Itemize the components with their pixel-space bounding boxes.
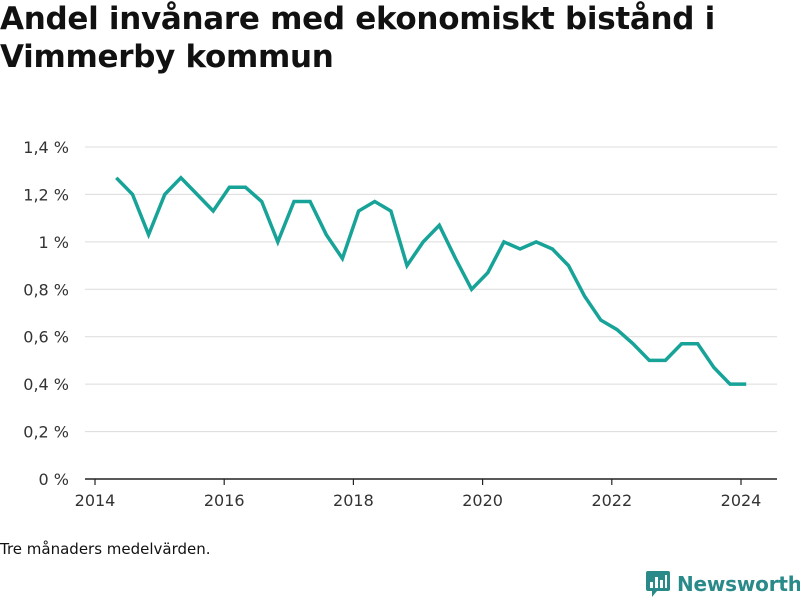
x-tick-label: 2024 (721, 491, 762, 510)
data-point[interactable] (547, 244, 557, 254)
data-point[interactable] (370, 197, 380, 207)
y-tick-label: 0,4 % (23, 375, 69, 394)
x-axis: 2014 2016 2018 2020 2022 2024 (75, 479, 762, 510)
gridlines (85, 146, 777, 433)
data-point[interactable] (257, 197, 267, 207)
data-point[interactable] (628, 339, 638, 349)
x-tick-label: 2014 (75, 491, 116, 510)
x-tick-label: 2020 (462, 491, 503, 510)
data-point[interactable] (160, 189, 170, 199)
x-tick-label: 2016 (204, 491, 245, 510)
data-point[interactable] (531, 237, 541, 247)
data-point[interactable] (660, 355, 670, 365)
line-chart: 2014 2016 2018 2020 2022 2024 0 % 0,2 % 0,4 % 0,… (23, 138, 777, 510)
data-point[interactable] (305, 197, 315, 207)
y-tick-label: 0,8 % (23, 280, 69, 299)
y-axis: 0 % 0,2 % 0,4 % 0,6 % 0,8 % 1 % 1,2 % 1,4 % (23, 138, 69, 489)
data-point[interactable] (741, 379, 751, 389)
data-point[interactable] (451, 254, 461, 264)
y-tick-label: 1,4 % (23, 138, 69, 157)
series-line (115, 175, 747, 386)
data-point[interactable] (402, 261, 412, 271)
data-point[interactable] (693, 339, 703, 349)
data-point[interactable] (354, 206, 364, 216)
data-point[interactable] (612, 325, 622, 335)
y-tick-label: 1,2 % (23, 185, 69, 204)
data-point[interactable] (144, 230, 154, 240)
y-tick-label: 0,2 % (23, 423, 69, 442)
y-tick-label: 1 % (39, 233, 69, 252)
data-point[interactable] (483, 268, 493, 278)
data-point[interactable] (596, 315, 606, 325)
bar-chart-speech-bubble-icon (646, 571, 670, 597)
footnote: Tre månaders medelvärden. (0, 540, 211, 558)
data-point[interactable] (208, 206, 218, 216)
data-point[interactable] (386, 206, 396, 216)
data-point[interactable] (337, 254, 347, 264)
x-tick-label: 2018 (333, 491, 374, 510)
data-point[interactable] (677, 339, 687, 349)
data-point[interactable] (418, 237, 428, 247)
series-layer (111, 173, 751, 389)
data-point[interactable] (111, 173, 121, 183)
data-point[interactable] (176, 173, 186, 183)
data-point[interactable] (192, 189, 202, 199)
data-point[interactable] (709, 363, 719, 373)
data-point[interactable] (467, 284, 477, 294)
chart-title: Andel invånare med ekonomiskt bistånd i … (0, 1, 715, 75)
data-point[interactable] (224, 182, 234, 192)
data-point[interactable] (564, 261, 574, 271)
data-point[interactable] (644, 355, 654, 365)
data-point[interactable] (289, 197, 299, 207)
data-point[interactable] (725, 379, 735, 389)
newsworthy-logo[interactable]: Newsworthy (645, 570, 800, 598)
data-point[interactable] (499, 237, 509, 247)
brand-name: Newsworthy (677, 572, 800, 596)
y-tick-label: 0,6 % (23, 328, 69, 347)
data-point[interactable] (434, 220, 444, 230)
y-tick-label: 0 % (39, 470, 69, 489)
data-point[interactable] (128, 189, 138, 199)
data-point[interactable] (321, 230, 331, 240)
data-point[interactable] (273, 237, 283, 247)
data-point[interactable] (580, 291, 590, 301)
x-tick-label: 2022 (591, 491, 632, 510)
data-point[interactable] (241, 182, 251, 192)
data-point[interactable] (515, 244, 525, 254)
